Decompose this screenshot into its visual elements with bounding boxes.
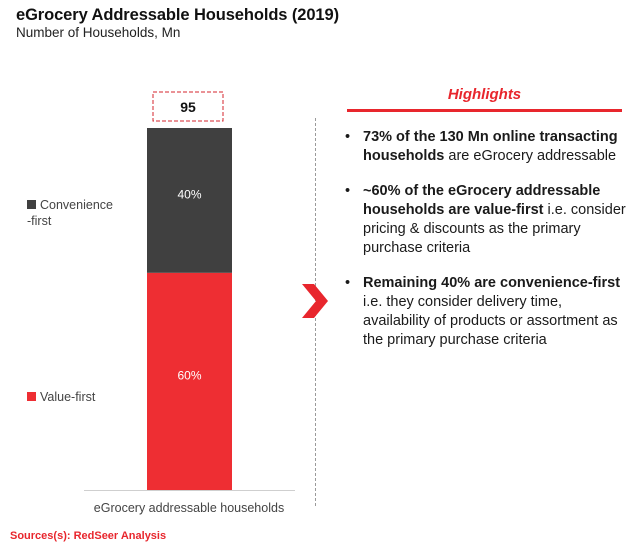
highlight-bold-text: ~60% of the eGrocery addressable househo… [363, 183, 601, 218]
total-label: 95 [180, 99, 196, 115]
chart-title: eGrocery Addressable Households (2019) [16, 6, 339, 24]
highlight-item: • 73% of the 130 Mn online transacting ho… [343, 128, 628, 166]
bar-segment-convenience-first [147, 128, 232, 273]
x-tick-label: eGrocery addressable households [94, 501, 284, 515]
highlight-item: • Remaining 40% are convenience-first i.e… [343, 274, 628, 350]
bar-segment-value-first [147, 272, 232, 490]
total-box [152, 91, 224, 122]
highlight-item: • ~60% of the eGrocery addressable househ… [343, 182, 628, 258]
stacked-bar-chart: 60% 40% 95 eGrocery addressable households [84, 91, 295, 515]
chart-subtitle: Number of Households, Mn [16, 25, 181, 40]
legend-item-convenience-first: Convenience -first [27, 197, 113, 229]
bullet-icon: • [345, 129, 351, 145]
legend-item-value-first: Value-first [27, 389, 95, 405]
highlights-title: Highlights [447, 86, 522, 103]
legend-label-line2: -first [27, 214, 52, 228]
legend-swatch-value-first [27, 392, 36, 401]
legend-label: Convenience [40, 198, 113, 212]
data-label-convenience-first: 40% [177, 187, 201, 201]
data-label-value-first: 60% [177, 368, 201, 382]
bullet-icon: • [345, 183, 351, 199]
highlights-list: • 73% of the 130 Mn online transacting ho… [343, 128, 628, 366]
legend-label: Value-first [40, 390, 96, 404]
legend-swatch-convenience-first [27, 200, 36, 209]
highlights-underline [347, 109, 622, 112]
bullet-icon: • [345, 275, 351, 291]
highlight-text: i.e. consider pricing & discounts as the… [363, 202, 626, 256]
chevron-right-icon [302, 284, 328, 318]
highlight-text: are eGrocery addressable [444, 148, 617, 164]
highlight-text: i.e. they consider delivery time, availa… [363, 294, 618, 348]
highlight-bold-text: 73% of the 130 Mn online transacting hou… [363, 129, 618, 164]
highlight-bold-text: Remaining 40% are convenience-first [363, 275, 621, 291]
source-note: Sources(s): RedSeer Analysis [10, 530, 167, 542]
